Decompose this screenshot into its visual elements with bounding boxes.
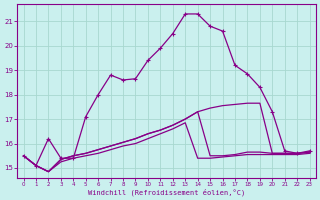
X-axis label: Windchill (Refroidissement éolien,°C): Windchill (Refroidissement éolien,°C) bbox=[88, 188, 245, 196]
